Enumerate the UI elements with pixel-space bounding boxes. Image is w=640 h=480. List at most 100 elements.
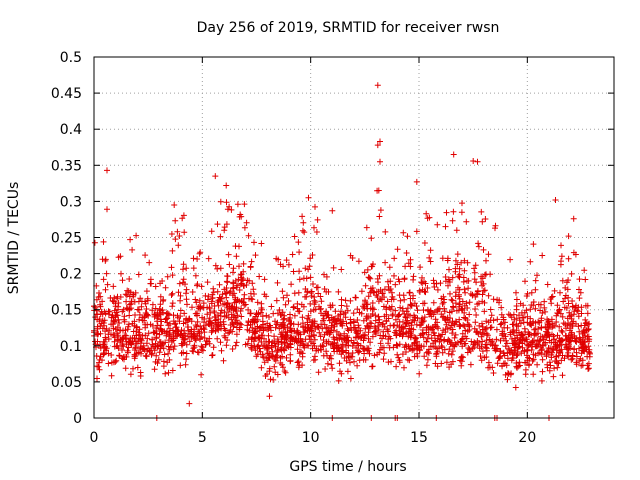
data-point	[344, 325, 351, 332]
data-point	[483, 337, 490, 344]
data-point	[121, 318, 128, 325]
data-point	[447, 315, 453, 322]
data-point	[502, 343, 509, 350]
data-point	[338, 302, 345, 309]
data-point	[261, 359, 268, 366]
data-point	[525, 354, 531, 361]
data-point	[522, 278, 528, 285]
data-point	[351, 339, 357, 346]
data-point	[403, 349, 409, 355]
data-point	[287, 320, 294, 327]
data-point	[538, 324, 545, 331]
data-point	[554, 359, 561, 366]
data-point	[360, 303, 366, 310]
data-point	[393, 332, 400, 339]
data-point	[198, 283, 205, 290]
data-point	[538, 347, 545, 354]
data-point	[369, 333, 376, 340]
data-point	[497, 321, 504, 328]
data-point	[411, 340, 418, 347]
data-points	[91, 82, 593, 421]
data-point	[282, 301, 289, 308]
data-point	[414, 353, 421, 360]
data-point	[237, 272, 244, 278]
data-point	[149, 307, 156, 314]
data-point	[382, 259, 389, 266]
data-point	[499, 328, 506, 335]
data-point	[305, 266, 312, 273]
data-point	[221, 227, 228, 234]
data-point	[451, 343, 458, 350]
data-point	[376, 319, 383, 326]
data-point	[337, 368, 343, 375]
data-point	[208, 298, 215, 305]
data-point	[251, 329, 258, 336]
data-point	[240, 260, 247, 267]
data-point	[335, 288, 342, 295]
data-point	[329, 365, 336, 372]
data-point	[407, 263, 414, 270]
data-point	[217, 313, 224, 319]
data-point	[287, 344, 294, 351]
data-point	[514, 364, 520, 371]
data-point	[516, 336, 523, 343]
data-point	[482, 344, 489, 351]
data-point	[565, 255, 572, 262]
data-point	[457, 357, 464, 364]
data-point	[386, 264, 393, 271]
data-point	[266, 393, 273, 400]
data-point	[490, 317, 497, 324]
data-point	[527, 306, 534, 313]
data-point	[254, 299, 261, 306]
data-point	[132, 353, 139, 359]
data-point	[258, 300, 265, 307]
data-point	[585, 343, 592, 350]
data-point	[211, 308, 218, 315]
data-point	[487, 306, 494, 313]
data-point	[375, 326, 382, 333]
data-point	[147, 276, 154, 283]
data-point	[121, 332, 128, 339]
data-point	[177, 307, 184, 314]
data-point	[452, 318, 459, 325]
data-point	[490, 370, 497, 376]
data-point	[441, 315, 448, 322]
data-point	[170, 335, 177, 342]
data-point	[287, 351, 294, 358]
data-point	[485, 319, 492, 326]
data-point	[523, 307, 530, 314]
data-point	[307, 308, 314, 315]
data-point	[419, 274, 425, 281]
data-point	[344, 368, 351, 375]
data-point	[365, 345, 372, 352]
data-point	[100, 338, 107, 345]
data-point	[392, 316, 399, 323]
data-point	[474, 158, 481, 165]
data-point	[541, 298, 548, 305]
data-point	[470, 158, 477, 164]
data-point	[168, 292, 175, 298]
data-point	[115, 345, 122, 352]
data-point	[436, 338, 443, 345]
data-point	[557, 289, 563, 296]
data-point	[111, 331, 118, 338]
data-point	[338, 266, 345, 273]
data-point	[582, 276, 589, 283]
data-point	[413, 178, 420, 185]
data-point	[354, 306, 361, 313]
data-point	[499, 362, 505, 369]
data-point	[479, 275, 486, 282]
data-point	[249, 324, 256, 331]
data-point	[354, 330, 361, 337]
data-point	[212, 314, 219, 321]
data-point	[502, 333, 509, 340]
data-point	[295, 358, 302, 365]
data-point	[299, 314, 306, 321]
data-point	[151, 347, 158, 354]
data-point	[217, 198, 224, 205]
data-point	[456, 295, 463, 302]
data-point	[280, 294, 287, 301]
data-point	[237, 308, 244, 314]
data-point	[99, 325, 106, 332]
data-point	[570, 249, 577, 256]
